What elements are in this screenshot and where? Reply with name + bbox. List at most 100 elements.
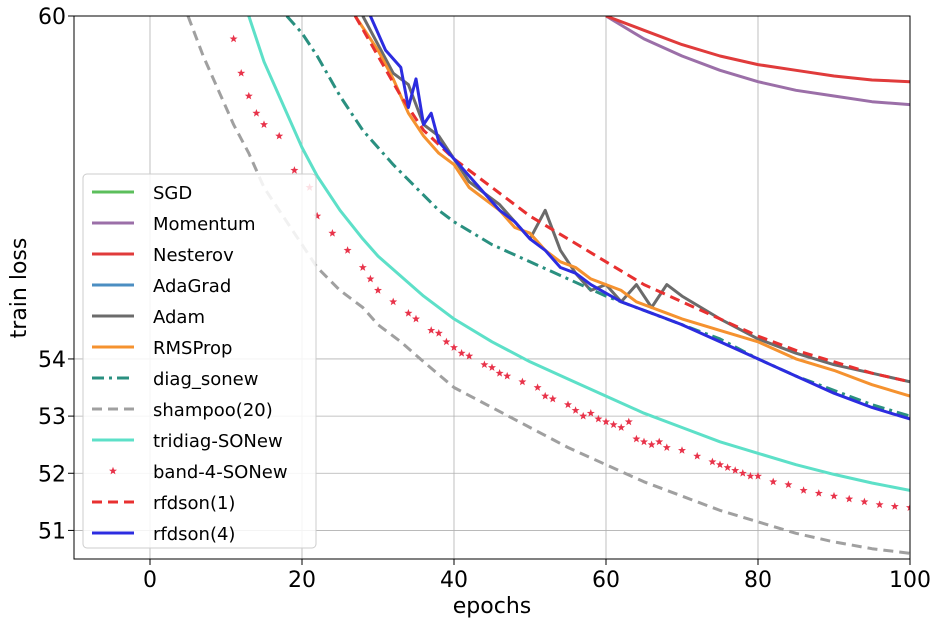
point-band-4-sonew [389, 297, 398, 306]
point-band-4-sonew [290, 166, 299, 174]
y-tick-label: 52 [38, 462, 66, 487]
legend-label-diag-sonew: diag_sonew [153, 369, 258, 390]
legend-box [82, 173, 317, 549]
point-band-4-sonew [488, 363, 496, 371]
legend-label-rfdson-1: rfdson(1) [153, 493, 235, 514]
series-line-shampoo-20 [186, 16, 910, 555]
y-tick-label: 54 [38, 348, 66, 373]
y-tick-label: 60 [38, 5, 66, 30]
point-band-4-sonew [495, 369, 504, 377]
point-band-4-sonew [358, 263, 367, 271]
y-axis-ticks: 51 52 53 54 60 [38, 5, 74, 544]
legend-item-rfdson-4: rfdson(4) [92, 524, 235, 545]
legend: SGD Momentum Nesterov AdaGrad Adam RMSProp dia… [82, 173, 317, 549]
plot-frame [73, 15, 911, 560]
point-band-4-sonew [450, 343, 458, 351]
legend-label-rmsprop: RMSProp [153, 338, 232, 359]
x-tick-label: 40 [440, 568, 468, 593]
point-band-4-sonew [769, 477, 778, 486]
point-band-4-sonew [609, 420, 618, 429]
legend-item-sgd: SGD [92, 183, 192, 204]
point-band-4-sonew [830, 491, 838, 500]
legend-item-nesterov: Nesterov [92, 245, 234, 266]
point-band-4-sonew [404, 309, 413, 317]
point-band-4-sonew [678, 446, 686, 454]
point-band-4-sonew [586, 409, 595, 417]
point-band-4-sonew [708, 457, 717, 466]
legend-item-adagrad: AdaGrad [92, 276, 231, 297]
point-band-4-sonew [541, 391, 550, 400]
legend-item-rfdson-1: rfdson(1) [92, 493, 235, 514]
legend-item-adam: Adam [92, 307, 205, 328]
point-band-4-sonew [845, 494, 854, 503]
x-tick-label: 60 [592, 568, 620, 593]
point-band-4-sonew [571, 406, 580, 414]
point-band-4-sonew [579, 411, 588, 420]
series-line-diag-sonew [285, 16, 910, 418]
point-band-4-sonew [784, 480, 793, 489]
point-band-4-sonew [343, 246, 352, 254]
point-band-4-sonew [731, 466, 740, 474]
legend-item-shampoo-20: shampoo(20) [92, 400, 273, 421]
point-band-4-sonew [260, 120, 268, 128]
point-band-4-sonew [465, 351, 474, 360]
legend-label-band-4-sonew: band-4-SONew [153, 462, 288, 483]
point-band-4-sonew [875, 500, 884, 509]
point-band-4-sonew [640, 437, 648, 446]
point-band-4-sonew [313, 211, 322, 220]
legend-item-band-4-sonew: band-4-SONew [109, 462, 288, 483]
point-band-4-sonew [237, 68, 246, 77]
x-axis-ticks: 0 20 40 60 80 100 [143, 559, 931, 593]
point-band-4-sonew [594, 414, 603, 423]
point-band-4-sonew [655, 437, 664, 446]
point-band-4-sonew [716, 460, 724, 469]
legend-label-rfdson-4: rfdson(4) [153, 524, 235, 545]
point-band-4-sonew [412, 314, 420, 323]
point-band-4-sonew [366, 274, 375, 283]
y-axis-label: train loss [7, 238, 32, 339]
point-band-4-sonew [746, 471, 755, 480]
series-line-nesterov [605, 16, 910, 84]
series-line-tridiag-sonew [247, 16, 910, 492]
point-band-4-sonew [434, 329, 443, 337]
point-band-4-sonew [548, 394, 557, 403]
series-line-rfdson-4 [369, 16, 910, 421]
point-band-4-sonew [442, 337, 451, 346]
point-band-4-sonew [624, 417, 633, 426]
point-band-4-sonew [602, 417, 610, 426]
point-band-4-sonew [518, 377, 527, 386]
x-axis-label: epochs [453, 594, 531, 619]
legend-marker-band-4-sonew [109, 466, 117, 475]
point-band-4-sonew [533, 383, 542, 391]
legend-label-sgd: SGD [153, 183, 192, 204]
series-line-momentum [605, 16, 910, 107]
point-band-4-sonew [814, 489, 823, 497]
x-tick-label: 0 [143, 568, 157, 593]
point-band-4-sonew [906, 503, 910, 511]
legend-item-momentum: Momentum [92, 214, 256, 235]
point-band-4-sonew [723, 463, 732, 471]
legend-label-adagrad: AdaGrad [153, 276, 231, 297]
legend-item-tridiag-sonew: tridiag-SONew [92, 431, 283, 452]
point-band-4-sonew [328, 229, 337, 237]
point-band-4-sonew [564, 400, 572, 409]
y-tick-label: 53 [38, 405, 66, 430]
y-tick-label: 51 [38, 519, 66, 544]
point-band-4-sonew [427, 326, 436, 334]
legend-label-momentum: Momentum [153, 214, 256, 235]
point-band-4-sonew [860, 497, 869, 506]
point-band-4-sonew [799, 486, 808, 494]
point-band-4-sonew [890, 502, 899, 510]
point-band-4-sonew [693, 451, 702, 460]
point-band-4-sonew [229, 34, 238, 43]
point-band-4-sonew [647, 440, 656, 449]
series-band-4-sonew [229, 34, 910, 511]
point-band-4-sonew [617, 423, 626, 431]
point-band-4-sonew [754, 471, 762, 480]
series-line-rmsprop [353, 16, 910, 398]
point-band-4-sonew [252, 108, 261, 117]
legend-item-diag-sonew: diag_sonew [92, 369, 258, 390]
series-line-rfdson-1 [353, 16, 910, 384]
legend-label-nesterov: Nesterov [153, 245, 234, 266]
